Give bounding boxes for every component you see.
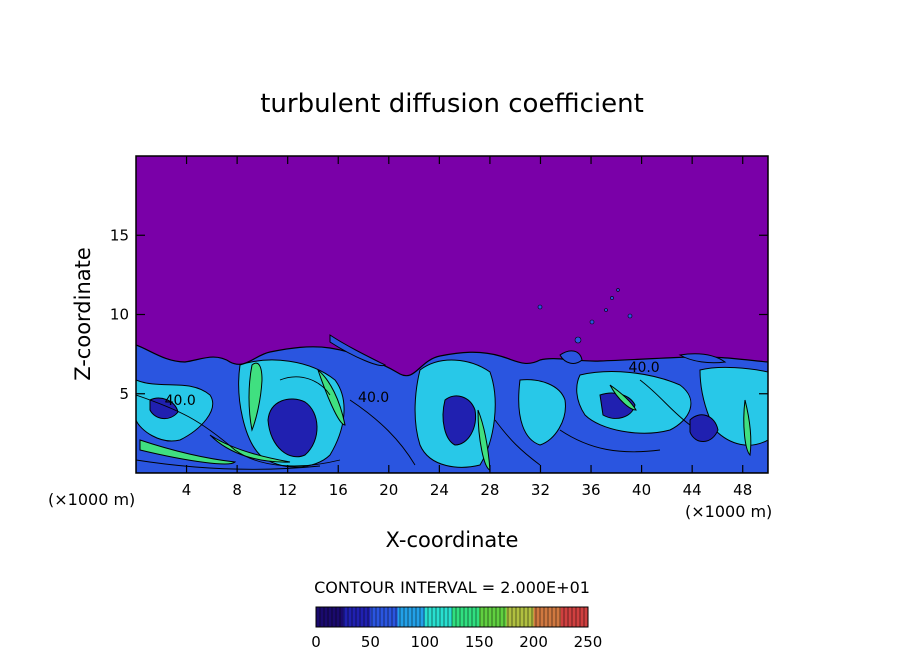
- contour-label: 40.0: [629, 360, 660, 376]
- chart-title: turbulent diffusion coefficient: [260, 89, 644, 119]
- colorbar-tick-label: 0: [311, 633, 321, 651]
- colorbar-segment: [479, 607, 507, 627]
- contour-label: 40.0: [358, 390, 389, 406]
- colorbar-tick-label: 200: [519, 633, 548, 651]
- x-tick-label: 44: [683, 481, 702, 499]
- colorbar-tick-label: 250: [574, 633, 603, 651]
- colorbar-segment: [424, 607, 453, 627]
- x-tick-label: 48: [733, 481, 752, 499]
- x-tick-label: 40: [632, 481, 651, 499]
- x-tick-label: 24: [430, 481, 449, 499]
- x-axis-label: X-coordinate: [386, 528, 519, 552]
- y-axis-ticks: 5 10 15: [110, 226, 768, 403]
- x-tick-label: 16: [329, 481, 348, 499]
- colorbar-segment: [533, 607, 562, 627]
- colorbar-segment: [343, 607, 371, 627]
- x-tick-label: 36: [581, 481, 600, 499]
- x-tick-label: 8: [232, 481, 242, 499]
- colorbar-segment: [560, 607, 589, 627]
- contour-labels: 40.0 40.0 40.0: [165, 360, 660, 409]
- colorbar-tick-label: 150: [465, 633, 494, 651]
- y-tick-label: 10: [110, 306, 129, 324]
- x-tick-label: 20: [379, 481, 398, 499]
- vortex-cores: [149, 392, 719, 458]
- colorbar-ticks: 0 50 100 150 200 250: [311, 633, 602, 651]
- y-axis-label: Z-coordinate: [71, 247, 95, 381]
- colorbar-segment: [452, 607, 480, 627]
- contour-label: 40.0: [165, 393, 196, 409]
- upper-filaments: [329, 334, 727, 367]
- x-axis-ticks: 4 8 12 16 20 24 28 32 36 40 44 48: [182, 156, 752, 499]
- colorbar-segment: [316, 607, 344, 627]
- scattered-patches: [537, 288, 633, 344]
- plot-area: 40.0 40.040.0 4 8 12 16 20 24 28 32 36 40 44 48 5101…: [110, 155, 769, 499]
- y-tick-label: 5: [119, 385, 129, 403]
- x-tick-label: 4: [182, 481, 192, 499]
- x-tick-label: 32: [531, 481, 550, 499]
- contour-lines: [136, 376, 691, 470]
- x-tick-label: 28: [480, 481, 499, 499]
- x-unit-left: (×1000 m): [48, 490, 135, 509]
- colorbar-segment: [397, 607, 426, 627]
- contour-interval-text: CONTOUR INTERVAL = 2.000E+01: [314, 578, 590, 597]
- x-unit-right: (×1000 m): [685, 502, 772, 521]
- colorbar-tick-label: 50: [361, 633, 380, 651]
- colorbar: [315, 606, 589, 628]
- colorbar-tick-label: 100: [410, 633, 439, 651]
- x-tick-label: 12: [278, 481, 297, 499]
- colorbar-frame: [315, 606, 589, 628]
- high-diffusion-filaments: [139, 362, 752, 471]
- y-tick-label: 15: [110, 226, 129, 244]
